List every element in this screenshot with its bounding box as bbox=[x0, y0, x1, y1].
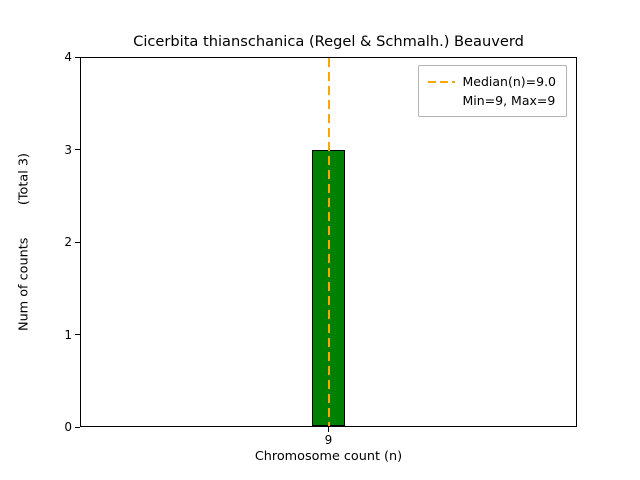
y-tick-label: 4 bbox=[64, 50, 72, 64]
y-tick-mark bbox=[75, 334, 80, 335]
chart-title: Cicerbita thianschanica (Regel & Schmalh… bbox=[133, 33, 524, 50]
legend: Median(n)=9.0 Min=9, Max=9 bbox=[417, 65, 567, 117]
y-tick-label: 2 bbox=[64, 235, 72, 249]
legend-entry-median: Median(n)=9.0 bbox=[427, 72, 557, 91]
plot-area: Median(n)=9.0 Min=9, Max=9 bbox=[80, 57, 577, 427]
y-tick-label: 3 bbox=[64, 142, 72, 157]
y-tick-label: 0 bbox=[64, 420, 72, 434]
legend-label-median: Median(n)=9.0 bbox=[462, 74, 557, 89]
y-tick-mark bbox=[75, 426, 80, 428]
y-tick-label: 1 bbox=[64, 327, 72, 342]
x-tick-mark bbox=[328, 427, 329, 432]
empty-sample-spacer bbox=[428, 100, 455, 102]
median-line bbox=[327, 58, 330, 426]
y-tick-mark bbox=[75, 241, 80, 243]
x-axis-label: Chromosome count (n) bbox=[254, 449, 403, 464]
y-tick-mark bbox=[75, 149, 80, 150]
y-axis-label: Num of counts (Total 3) bbox=[16, 152, 32, 332]
legend-entry-minmax: Min=9, Max=9 bbox=[428, 91, 557, 110]
dashed-line-icon bbox=[427, 80, 455, 83]
x-tick-label: 9 bbox=[324, 433, 333, 447]
legend-label-minmax: Min=9, Max=9 bbox=[462, 93, 556, 108]
y-tick-mark bbox=[75, 56, 80, 58]
